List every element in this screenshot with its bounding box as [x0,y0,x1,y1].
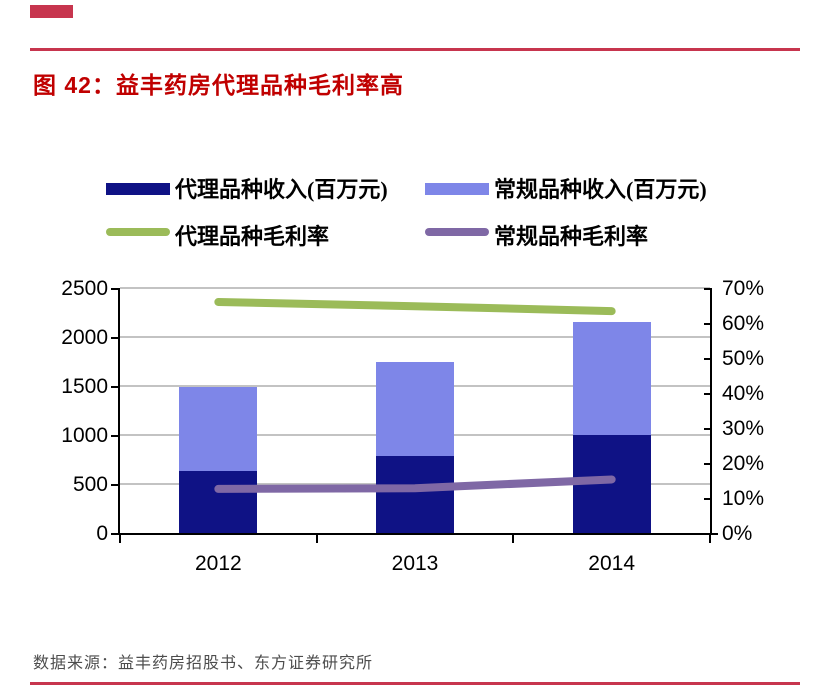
legend-label-regular-margin: 常规品种毛利率 [494,224,649,249]
right-axis-tick [704,323,710,325]
bar-常规品种收入(百万元)-2012 [179,386,258,472]
legend-label-agency-margin: 代理品种毛利率 [175,224,330,249]
bottom-axis-tick [512,535,515,543]
left-axis-label: 2000 [61,326,108,349]
left-axis-tick [111,533,118,535]
right-axis-tick [704,358,710,360]
left-axis-tick [111,288,118,290]
right-axis-tick [704,288,710,290]
line-常规品种毛利率 [214,475,616,493]
legend-swatch-regular-margin [425,228,489,236]
data-source-note: 数据来源：益丰药房招股书、东方证券研究所 [33,655,374,672]
right-axis-label: 30% [722,417,765,440]
legend-swatch-agency-revenue [106,183,170,195]
legend-label-regular-revenue: 常规品种收入(百万元) [494,177,707,202]
bottom-rule [30,682,800,685]
header-red-mark [30,5,73,18]
right-axis-tick [704,498,710,500]
right-axis-label: 20% [722,452,765,475]
right-axis-label: 60% [722,312,765,335]
right-axis-label: 50% [722,347,765,370]
top-rule [30,48,800,51]
bar-常规品种收入(百万元)-2013 [376,362,454,456]
legend-label-agency-revenue: 代理品种收入(百万元) [175,177,388,202]
left-axis-label: 1000 [61,424,108,447]
left-axis-tick [111,337,118,339]
right-axis-tick [704,463,710,465]
right-axis-tick [704,393,710,395]
legend-swatch-regular-revenue [425,183,489,195]
left-axis-label: 0 [96,522,108,545]
category-label-2013: 2013 [391,552,439,575]
bottom-axis-tick [315,535,318,543]
right-axis [710,288,712,535]
left-axis-tick [111,484,118,486]
category-label-2012: 2012 [194,552,242,575]
bar-代理品种收入(百万元)-2013 [376,455,454,533]
bar-代理品种收入(百万元)-2012 [179,471,258,533]
left-axis [118,288,120,535]
left-axis-tick [111,435,118,437]
bottom-axis-tick [119,535,121,543]
left-axis-tick [111,386,118,388]
right-axis-label: 10% [722,487,765,510]
line-series-layer [214,298,616,493]
right-axis-tick [704,428,710,430]
bottom-axis [112,533,718,535]
bar-常规品种收入(百万元)-2014 [572,322,651,435]
left-axis-label: 2500 [61,277,108,300]
right-axis-tick [704,533,710,535]
bottom-axis-tick [709,535,711,543]
left-axis-label: 1500 [61,375,108,398]
gridline [120,287,710,289]
right-axis-label: 0% [722,522,753,545]
right-axis-label: 70% [722,277,765,300]
legend-swatch-agency-margin [106,228,170,236]
right-axis-label: 40% [722,382,765,405]
figure-title: 图 42：益丰药房代理品种毛利率高 [33,72,404,98]
line-代理品种毛利率 [214,298,616,316]
gridline [120,336,710,338]
category-label-2014: 2014 [588,552,636,575]
left-axis-label: 500 [72,473,108,496]
